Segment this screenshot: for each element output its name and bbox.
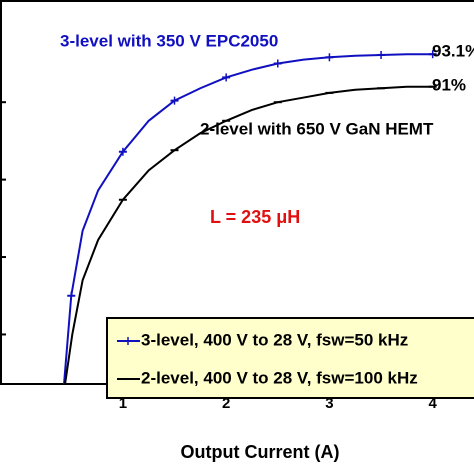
marker [67,291,76,300]
x-tick-label: 3 [325,395,333,412]
x-tick-label: 4 [429,395,438,412]
x-tick-label: 2 [222,395,230,412]
x-tick-label: 1 [119,395,127,412]
legend-box [106,317,474,399]
x-axis-title: Output Current (A) [181,442,340,462]
annotation: 93.1% [432,41,474,60]
annotation: 3-level with 350 V EPC2050 [60,31,278,50]
marker [170,96,179,105]
annotation: 91% [432,75,466,94]
marker [377,50,386,59]
legend-label: 2-level, 400 V to 28 V, fsw=100 kHz [141,368,418,387]
annotation: L = 235 μH [210,207,300,227]
marker [428,50,437,59]
marker [222,73,231,82]
marker [325,53,334,62]
annotation: 2-level with 650 V GaN HEMT [200,119,434,138]
marker [118,147,127,156]
legend-label: 3-level, 400 V to 28 V, fsw=50 kHz [141,330,408,349]
marker [273,59,282,68]
